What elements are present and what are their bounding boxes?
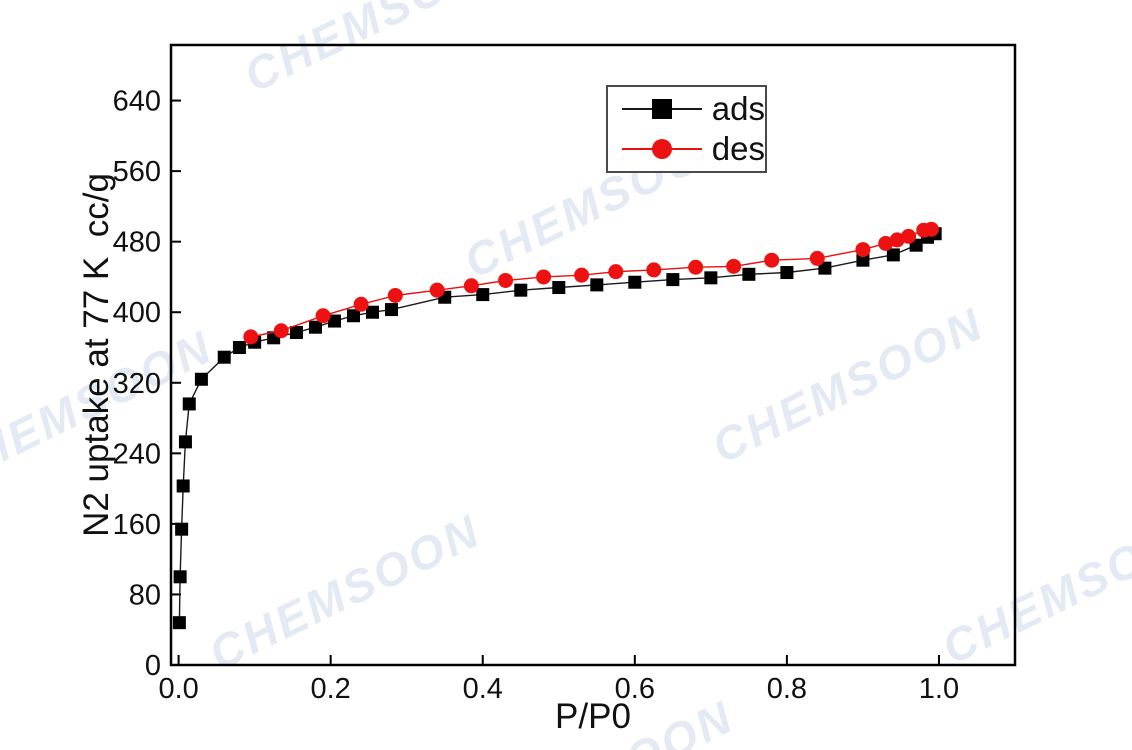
- data-point: [726, 258, 742, 274]
- data-point: [704, 271, 718, 285]
- des-circle-marker-icon: [652, 139, 672, 159]
- x-axis: 0.0 0.2 0.4 0.6 0.8 1.0: [158, 655, 959, 705]
- legend-sample-des: [622, 138, 702, 160]
- legend-entry-ads: ads: [622, 92, 765, 126]
- x-tick-label: 0.2: [311, 673, 351, 705]
- ads-square-marker-icon: [652, 99, 672, 119]
- data-point: [646, 262, 662, 278]
- data-point: [182, 397, 196, 411]
- data-point: [590, 278, 604, 292]
- x-tick-label: 0.6: [615, 673, 655, 705]
- data-point: [365, 305, 379, 319]
- data-point: [628, 275, 642, 289]
- data-point: [387, 287, 403, 303]
- legend-label-des: des: [711, 130, 765, 167]
- y-tick-label: 400: [113, 297, 161, 329]
- data-point: [923, 221, 939, 237]
- y-tick-label: 320: [113, 368, 161, 400]
- data-point: [818, 261, 832, 275]
- y-tick-label: 160: [113, 509, 161, 541]
- data-point: [764, 252, 780, 268]
- data-point: [385, 303, 399, 317]
- data-point: [514, 283, 528, 297]
- data-point: [666, 273, 680, 287]
- legend-box: ads des: [606, 85, 767, 173]
- data-point: [243, 329, 259, 345]
- legend-entry-des: des: [622, 132, 765, 166]
- data-point: [172, 616, 186, 630]
- ads-series: [172, 227, 942, 630]
- data-point: [173, 570, 187, 584]
- y-tick-label: 80: [129, 579, 161, 611]
- data-point: [327, 314, 341, 328]
- legend-sample-ads: [622, 98, 702, 120]
- y-axis: 0 80 160 240 320 400 480 560 640: [113, 86, 181, 682]
- data-point: [552, 281, 566, 295]
- data-point: [574, 267, 590, 283]
- data-point: [856, 253, 870, 267]
- data-point: [315, 308, 331, 324]
- data-point: [217, 350, 231, 364]
- data-point: [688, 259, 704, 275]
- data-point: [608, 264, 624, 280]
- y-axis-title: N2 uptake at 77 K cc/g: [77, 173, 116, 537]
- data-point: [308, 320, 322, 334]
- x-axis-title: P/P0: [555, 697, 631, 736]
- data-point: [878, 235, 894, 251]
- data-point: [476, 288, 490, 302]
- y-tick-label: 480: [113, 227, 161, 259]
- y-tick-label: 640: [113, 86, 161, 118]
- x-tick-label: 0.8: [767, 673, 807, 705]
- x-tick-label: 0.0: [158, 673, 198, 705]
- data-point: [886, 248, 900, 262]
- y-tick-label: 0: [145, 650, 161, 682]
- data-point: [536, 269, 552, 285]
- plot-frame: [169, 43, 1017, 667]
- data-point: [429, 282, 445, 298]
- data-point: [463, 278, 479, 294]
- data-point: [194, 372, 208, 386]
- y-tick-label: 560: [113, 156, 161, 188]
- data-point: [232, 341, 246, 355]
- data-point: [498, 272, 514, 288]
- data-point: [353, 296, 369, 312]
- data-point: [742, 267, 756, 281]
- data-point: [346, 309, 360, 323]
- data-point: [273, 323, 289, 339]
- data-point: [178, 435, 192, 449]
- data-point: [780, 266, 794, 280]
- x-tick-label: 0.4: [463, 673, 503, 705]
- des-series: [243, 221, 939, 345]
- data-point: [175, 522, 189, 536]
- x-tick-label: 1.0: [919, 673, 959, 705]
- data-point: [855, 242, 871, 258]
- legend-label-ads: ads: [711, 90, 765, 127]
- data-point: [901, 228, 917, 244]
- data-point: [176, 479, 190, 493]
- data-point: [889, 232, 905, 248]
- data-point: [809, 250, 825, 266]
- data-point: [289, 326, 303, 340]
- y-tick-label: 240: [113, 438, 161, 470]
